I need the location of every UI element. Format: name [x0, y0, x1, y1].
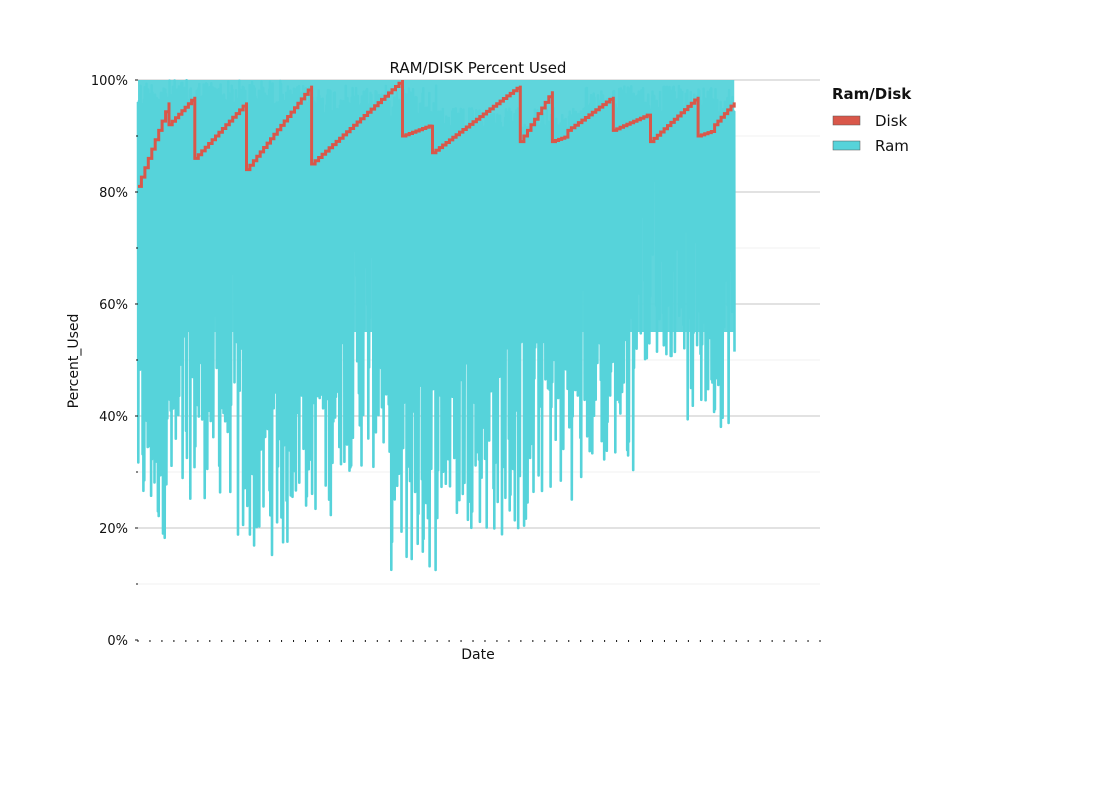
legend-label-disk: Disk — [875, 112, 908, 130]
y-tick-label: 80% — [99, 186, 128, 201]
legend: Ram/Disk Disk Ram — [832, 85, 912, 155]
legend-title: Ram/Disk — [832, 85, 912, 103]
y-tick-label: 40% — [99, 410, 128, 425]
ram-dense-band — [138, 80, 735, 332]
legend-swatch-disk — [832, 115, 861, 126]
legend-label-ram: Ram — [875, 137, 909, 155]
y-tick-label: 60% — [99, 298, 128, 313]
disk-line — [138, 80, 736, 188]
chart-title: RAM/DISK Percent Used — [390, 59, 567, 77]
x-axis-ticks — [137, 640, 821, 642]
ram-series — [136, 79, 736, 572]
y-tick-label: 20% — [99, 522, 128, 537]
y-tick-label: 0% — [107, 634, 128, 649]
y-axis-title: Percent_Used — [66, 314, 82, 409]
disk-series — [138, 80, 736, 188]
x-axis-title: Date — [461, 647, 494, 663]
legend-swatch-ram — [832, 140, 861, 151]
y-axis-ticks: 0% 20% 40% 60% 80% 100% — [91, 74, 138, 649]
y-tick-label: 100% — [91, 74, 128, 89]
